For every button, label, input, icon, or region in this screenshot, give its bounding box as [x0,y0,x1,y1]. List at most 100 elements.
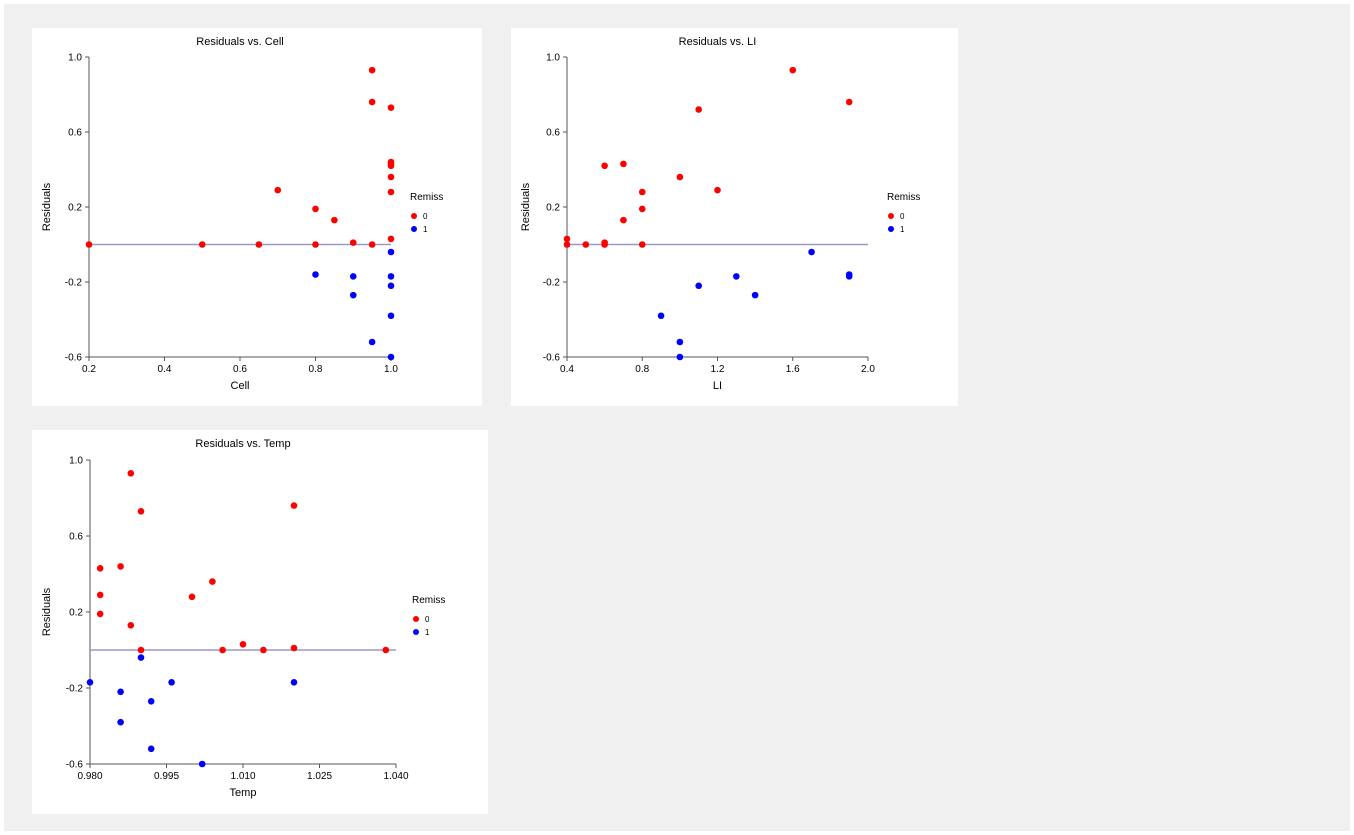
data-point-remiss-0 [96,565,104,572]
data-point-remiss-0 [290,502,298,509]
report-canvas: Residuals vs. Cell 0.2 0.4 0.6 0.8 1.0 -0.6 -0.… [4,4,1350,831]
legend-marker-0 [413,616,419,622]
data-point-remiss-0 [387,235,395,243]
data-point-remiss-1 [751,291,759,299]
data-point-remiss-1 [312,271,319,278]
data-point-remiss-0 [255,241,263,248]
data-point-remiss-0 [137,646,145,654]
x-tick-label: 1.2 [711,364,725,375]
data-point-remiss-0 [117,563,124,570]
y-tick-label: -0.2 [66,684,84,695]
x-tick-label: 1.0 [384,364,398,375]
y-tick-label: 1.0 [546,53,560,64]
data-point-remiss-1 [387,282,395,290]
chart-title: Residuals vs. Temp [195,438,290,450]
data-point-remiss-0 [387,104,395,111]
data-point-remiss-0 [331,216,338,224]
data-point-remiss-0 [563,235,571,243]
legend-marker-1 [411,226,417,232]
data-point-remiss-0 [209,578,216,585]
data-point-remiss-0 [620,216,627,224]
residuals-vs-cell-chart: Residuals vs. Cell 0.2 0.4 0.6 0.8 1.0 -0.6 -0.… [32,28,482,406]
y-tick-label: 0.2 [546,203,560,214]
data-point-remiss-1 [137,654,145,661]
x-tick-label: 0.4 [560,364,574,375]
data-point-remiss-1 [657,312,665,320]
data-point-remiss-1 [198,760,206,768]
legend-marker-0 [888,213,894,219]
data-point-remiss-0 [789,66,797,74]
y-tick-label: 1.0 [69,456,83,467]
x-axis-label: Cell [231,380,250,392]
y-axis-label: Residuals [520,182,532,231]
y-tick-label: -0.2 [543,278,561,289]
data-point-remiss-0 [387,188,395,196]
data-point-remiss-0 [290,644,298,652]
data-point-remiss-1 [349,291,357,299]
y-tick-label: -0.2 [65,278,83,289]
chart-svg: Residuals vs. Cell 0.2 0.4 0.6 0.8 1.0 -0.6 -0.… [41,36,443,392]
data-point-remiss-0 [845,98,853,106]
x-tick-label: 0.4 [158,364,172,375]
data-point-remiss-0 [382,646,390,654]
data-point-remiss-0 [601,241,608,248]
chart-svg: Residuals vs. LI 0.4 0.8 1.2 1.6 2.0 -0.6 -0.2 0… [520,36,920,392]
data-point-remiss-0 [638,205,646,213]
data-point-remiss-0 [188,593,196,601]
y-tick-label: -0.6 [543,353,561,364]
y-tick-label: 0.2 [69,608,83,619]
data-point-remiss-1 [117,718,124,726]
data-point-remiss-0 [563,241,571,248]
data-point-remiss-1 [845,271,853,278]
x-tick-label: 0.980 [77,771,102,782]
x-tick-label: 0.995 [154,771,179,782]
data-point-remiss-0 [127,470,135,477]
residuals-vs-li-chart: Residuals vs. LI 0.4 0.8 1.2 1.6 2.0 -0.6 -0.2 0… [511,28,958,406]
data-point-remiss-1 [168,679,175,686]
data-point-remiss-0 [676,173,684,181]
data-point-remiss-1 [387,248,395,256]
data-point-remiss-1 [290,679,298,686]
data-point-remiss-0 [312,241,319,248]
data-point-remiss-1 [676,338,684,346]
x-axis-label: Temp [230,787,257,799]
legend-label-0: 0 [425,615,430,624]
data-point-remiss-1 [733,273,740,280]
data-point-remiss-1 [387,312,395,320]
data-point-remiss-0 [368,66,376,74]
data-point-remiss-0 [601,162,608,170]
data-point-remiss-1 [808,248,815,256]
x-tick-label: 0.8 [635,364,649,375]
legend-label-0: 0 [423,212,428,221]
residuals-vs-temp-chart: Residuals vs. Temp 0.980 0.995 1.010 1.025 1.… [32,430,488,814]
data-point-remiss-0 [638,241,646,248]
chart-title: Residuals vs. Cell [196,36,283,48]
x-tick-label: 1.025 [307,771,332,782]
data-point-remiss-0 [85,241,93,248]
data-point-remiss-0 [368,241,376,248]
legend-label-1: 1 [423,225,428,234]
x-tick-label: 1.6 [786,364,800,375]
data-point-remiss-0 [582,241,590,248]
data-point-remiss-0 [638,188,646,196]
x-axis-label: LI [713,380,722,392]
data-point-remiss-0 [96,591,104,599]
data-point-remiss-0 [695,106,702,113]
data-point-remiss-0 [198,241,206,248]
x-tick-label: 1.040 [383,771,408,782]
data-point-remiss-0 [274,186,282,194]
legend-label-1: 1 [900,225,905,234]
data-point-remiss-0 [620,160,627,168]
legend-title: Remiss [412,595,445,606]
y-tick-label: 0.6 [546,128,560,139]
y-tick-label: 1.0 [68,53,82,64]
data-point-remiss-1 [86,679,94,686]
y-tick-label: -0.6 [66,760,84,771]
data-point-remiss-0 [137,508,145,515]
x-tick-label: 2.0 [861,364,875,375]
legend-title: Remiss [887,192,920,203]
data-point-remiss-0 [714,186,721,194]
y-tick-label: 0.2 [68,203,82,214]
data-point-remiss-0 [387,173,395,181]
